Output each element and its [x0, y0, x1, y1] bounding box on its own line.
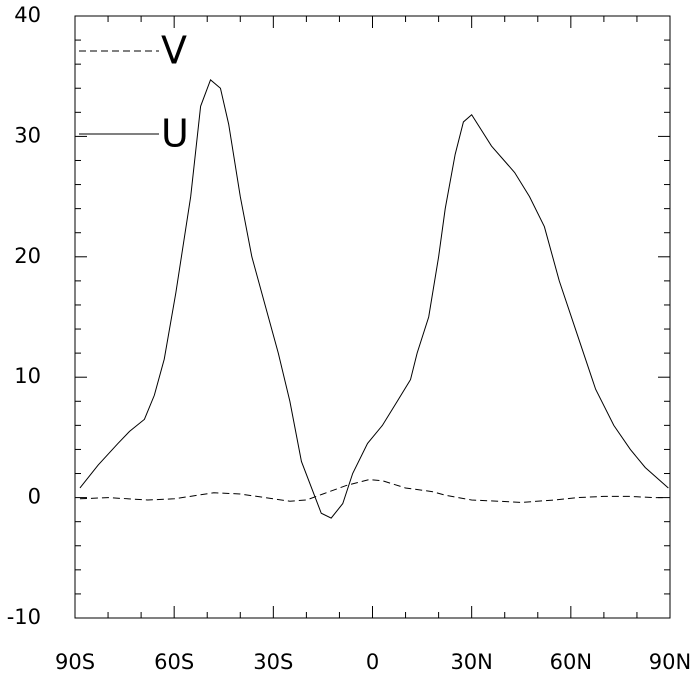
y-tick-label: 30: [14, 123, 41, 147]
x-tick-label: 60N: [550, 650, 592, 674]
plot-frame: [74, 15, 671, 619]
legend-label: V: [161, 29, 187, 73]
x-tick-label: 30N: [450, 650, 492, 674]
legend-label: U: [161, 112, 189, 156]
y-tick-label: 40: [14, 3, 41, 27]
x-tick-label: 0: [366, 650, 379, 674]
x-tick-label: 30S: [253, 650, 293, 674]
y-tick-label: 10: [14, 364, 41, 388]
y-tick-label: -10: [7, 605, 41, 629]
x-tick-label: 60S: [154, 650, 194, 674]
line-series: [79, 78, 669, 519]
x-tick-label: 90N: [649, 650, 691, 674]
line-series: [79, 479, 667, 503]
y-tick-label: 20: [14, 244, 41, 268]
x-tick-label: 90S: [55, 650, 95, 674]
y-tick-label: 0: [28, 485, 41, 509]
